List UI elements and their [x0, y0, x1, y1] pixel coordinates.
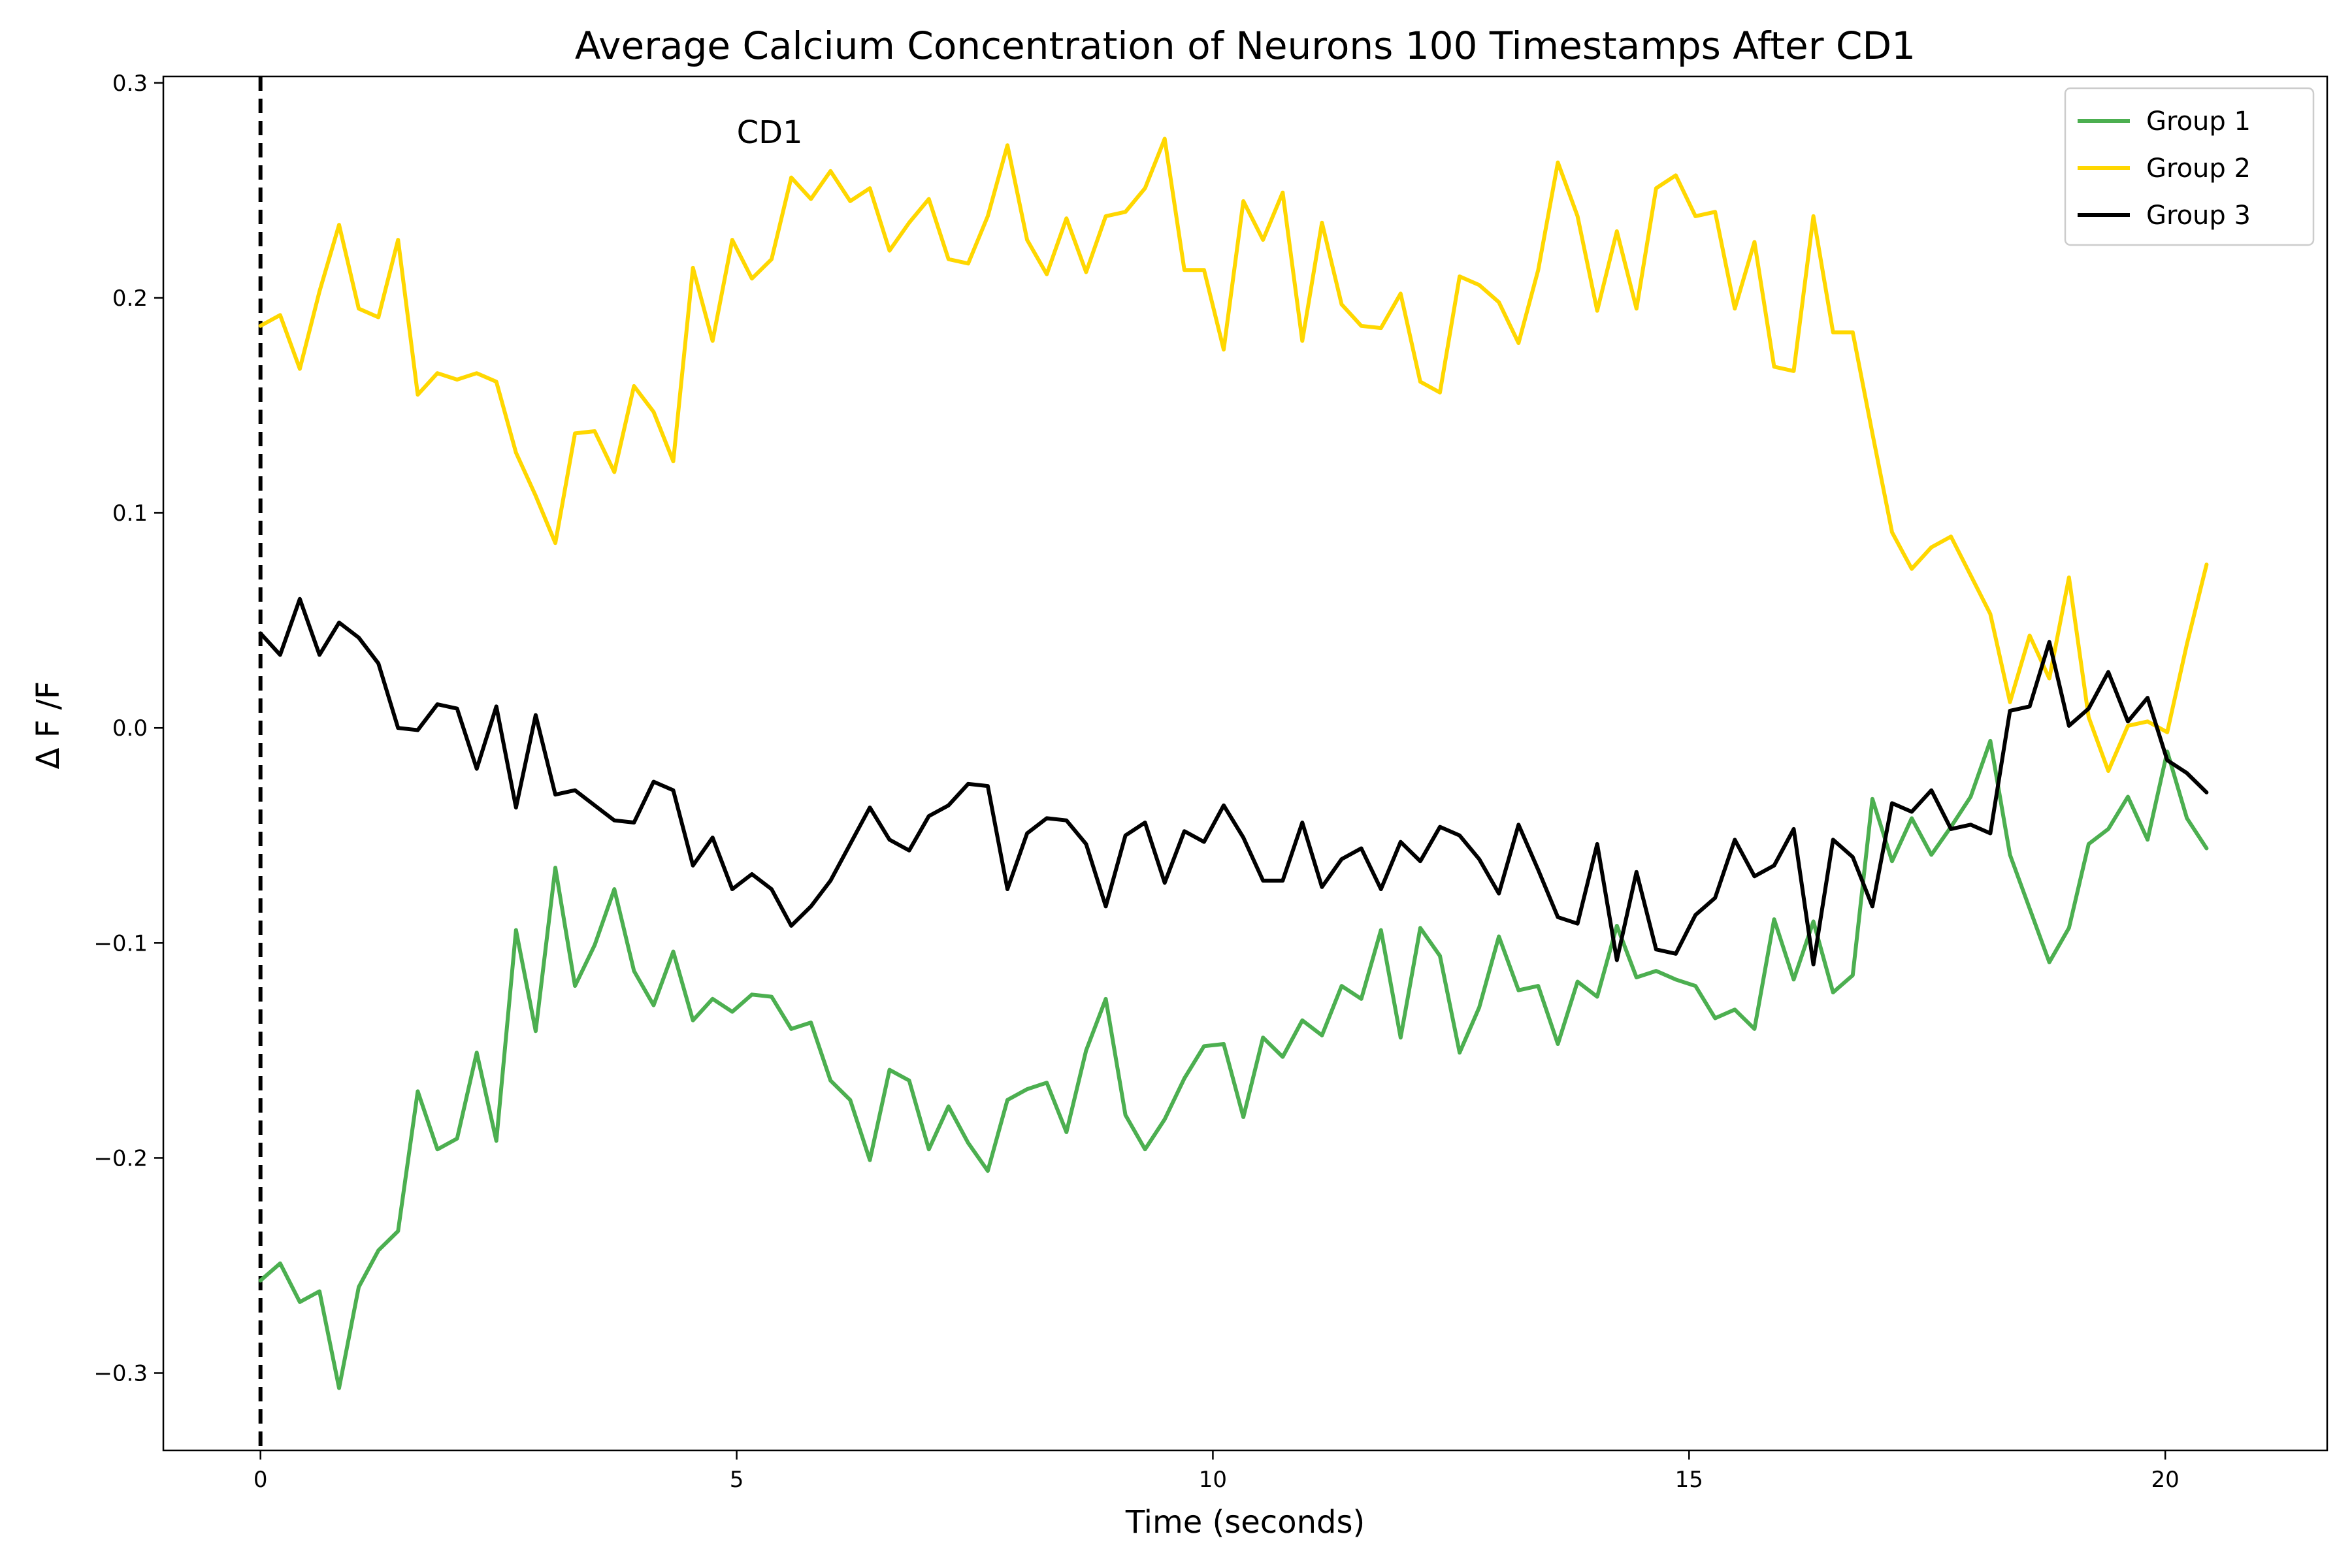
- y-axis: −0.3 −0.2 −0.1 0.0 0.1 0.2 0.3: [93, 71, 163, 1387]
- x-tick-label: 5: [730, 1467, 744, 1493]
- y-tick-label: 0.0: [112, 715, 148, 742]
- series-line-group-3: [258, 596, 2209, 967]
- cd1-annotation: CD1: [737, 114, 803, 151]
- legend: Group 1 Group 2 Group 3: [2064, 87, 2315, 246]
- legend-label: Group 2: [2146, 154, 2251, 184]
- x-axis-title: Time (seconds): [1125, 1504, 1365, 1541]
- y-tick-label: 0.2: [112, 286, 148, 312]
- plot-frame: [162, 75, 2328, 1452]
- x-tick-label: 0: [253, 1467, 268, 1493]
- x-tick-label: 10: [1199, 1467, 1227, 1493]
- legend-label: Group 3: [2146, 201, 2251, 231]
- x-axis: 0 5 10 15 20: [253, 1450, 2180, 1493]
- y-tick-label: 0.1: [112, 500, 148, 527]
- series-line-group-2: [258, 137, 2209, 773]
- x-tick-label: 15: [1675, 1467, 1703, 1493]
- series-line-group-1: [258, 738, 2209, 1390]
- legend-box: [2064, 87, 2315, 246]
- y-tick-label: −0.2: [93, 1145, 148, 1171]
- y-tick-label: −0.3: [93, 1361, 148, 1387]
- y-tick-label: 0.3: [112, 71, 148, 97]
- y-tick-label: −0.1: [93, 930, 148, 956]
- series-group: [258, 137, 2209, 1390]
- chart-title: Average Calcium Concentration of Neurons…: [575, 24, 1916, 68]
- x-tick-label: 20: [2151, 1467, 2180, 1493]
- legend-label: Group 1: [2146, 106, 2251, 137]
- y-axis-title: Δ F /F: [30, 681, 67, 770]
